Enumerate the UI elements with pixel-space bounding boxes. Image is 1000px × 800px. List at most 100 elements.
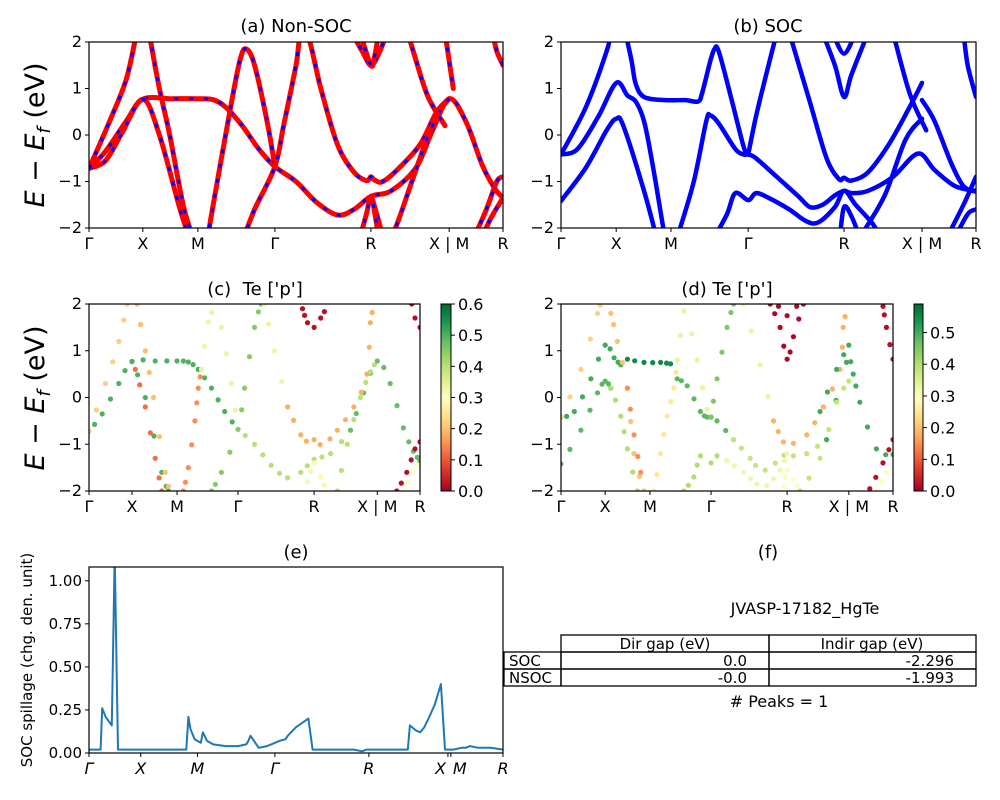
panel-c-point	[116, 338, 122, 344]
panel-c-point	[351, 404, 357, 410]
panel-d-ytick-label: 2	[544, 294, 554, 313]
panel-d-point	[594, 310, 601, 316]
panel-b-band-1	[561, 42, 612, 157]
panel-d-colorbar-tick-label: 0.4	[930, 355, 955, 374]
panel-a-band-5-dashes	[245, 42, 451, 228]
panel-e-xtick-label: M	[191, 759, 205, 778]
panel-d-point	[638, 469, 644, 475]
panel-e-xtick-label: M	[453, 759, 467, 778]
table-header-indir-gap: Indir gap (eV)	[821, 635, 924, 653]
panel-d-point	[594, 390, 601, 396]
panel-d-point	[691, 474, 697, 480]
panel-c-point	[164, 358, 170, 364]
panel-d-point	[817, 455, 823, 461]
panel-c-point	[304, 320, 311, 326]
panel-d-colorbar-tick-label: 0.3	[930, 387, 955, 406]
panel-b-ytick-label: −1	[530, 172, 554, 191]
panel-d-point	[841, 352, 847, 358]
panel-c-point	[182, 479, 188, 485]
panel-a-title: (a) Non-SOC	[240, 16, 351, 37]
panel-c-point	[369, 309, 375, 316]
panel-d-point	[753, 462, 759, 468]
panel-d-colorbar-tick-label: 0.2	[930, 419, 955, 438]
panel-c-point	[146, 369, 152, 375]
panel-d-colorbar	[913, 303, 924, 492]
panel-e-ytick-label: 0.00	[49, 744, 82, 762]
panel-c-colorbar-tick-label: 0.0	[458, 482, 483, 501]
panel-c-point	[132, 366, 138, 372]
panel-d-point	[608, 310, 614, 316]
panel-a-xtick-label: R	[365, 234, 376, 253]
panel-d-point	[618, 413, 624, 419]
panel-d-point	[772, 311, 778, 317]
panel-a-xtick-label: Γ	[270, 234, 279, 253]
panel-a-ytick-label: 1	[72, 79, 82, 98]
panel-d-point	[829, 386, 836, 392]
panel-c-point	[156, 475, 162, 481]
panel-c-point	[228, 380, 234, 387]
panel-c-point	[394, 488, 400, 491]
panel-b-band-13	[919, 97, 976, 194]
panel-d-point	[848, 359, 854, 365]
panel-d-point	[661, 431, 667, 437]
panel-d-point	[777, 324, 783, 330]
panel-d-point	[796, 316, 802, 322]
panel-b-band-2	[561, 115, 657, 228]
panel-c-point	[242, 385, 248, 391]
panel-d-point	[890, 356, 893, 362]
panel-d-point	[578, 366, 584, 372]
panel-d-point	[784, 451, 790, 457]
panel-d-point	[887, 342, 893, 348]
panel-d-point	[790, 334, 797, 340]
panel-d-point	[614, 338, 621, 344]
panel-c-point	[358, 389, 364, 395]
panel-d-point	[567, 446, 573, 452]
panel-c-point	[239, 407, 245, 413]
panel-a-ylabel: E − Ef (eV)	[20, 63, 55, 208]
panel-d-point	[668, 399, 674, 405]
panel-d-point	[697, 453, 704, 459]
panel-c-point	[417, 324, 420, 330]
panel-c-point	[208, 488, 215, 491]
panel-c-point	[251, 324, 258, 330]
panel-c-point	[205, 319, 211, 325]
panel-c-ytick-label: 0	[72, 388, 82, 407]
panel-d-point	[883, 469, 890, 475]
panel-c-point	[156, 434, 163, 440]
panel-b-band-15	[957, 207, 976, 228]
panel-a-band-14	[483, 195, 503, 228]
panel-d-point	[677, 332, 683, 338]
panel-d-point	[564, 413, 570, 419]
panel-d-point	[857, 399, 863, 405]
panel-a-ytick-label: −1	[58, 172, 82, 191]
panel-d-point	[880, 304, 886, 309]
panel-b-band-0	[561, 80, 666, 228]
panel-d-point	[631, 451, 637, 457]
panel-d-point	[814, 443, 821, 449]
panel-e-ytick-label: 0.75	[49, 615, 82, 633]
panel-d-point	[797, 488, 803, 491]
panel-c-colorbar-tick-label: 0.1	[458, 451, 483, 470]
panel-d-point	[842, 314, 848, 320]
panel-d-point	[748, 476, 754, 482]
panel-c-point	[387, 380, 393, 387]
panel-d-point	[634, 488, 640, 491]
panel-d-point	[714, 453, 720, 459]
panel-c-point	[255, 309, 261, 315]
panel-c-point	[110, 359, 116, 365]
panel-b-title: (b) SOC	[733, 16, 802, 37]
panel-d-xtick-label: X	[600, 497, 611, 516]
panel-d-point	[747, 455, 753, 461]
panel-d-point	[658, 359, 664, 365]
panel-d-point	[714, 376, 720, 382]
panel-e-xtick-label: R	[497, 759, 508, 778]
panel-b-ytick-label: −2	[530, 218, 554, 237]
panel-c-point	[165, 488, 171, 491]
panel-a-ytick-label: −2	[58, 218, 82, 237]
panel-c-point	[212, 481, 218, 487]
panel-e-frame	[88, 566, 504, 754]
panel-c-point	[404, 469, 410, 475]
panel-d-point	[691, 396, 697, 402]
panel-a-band-11-dashes	[408, 42, 447, 127]
panel-d-point	[694, 357, 700, 363]
